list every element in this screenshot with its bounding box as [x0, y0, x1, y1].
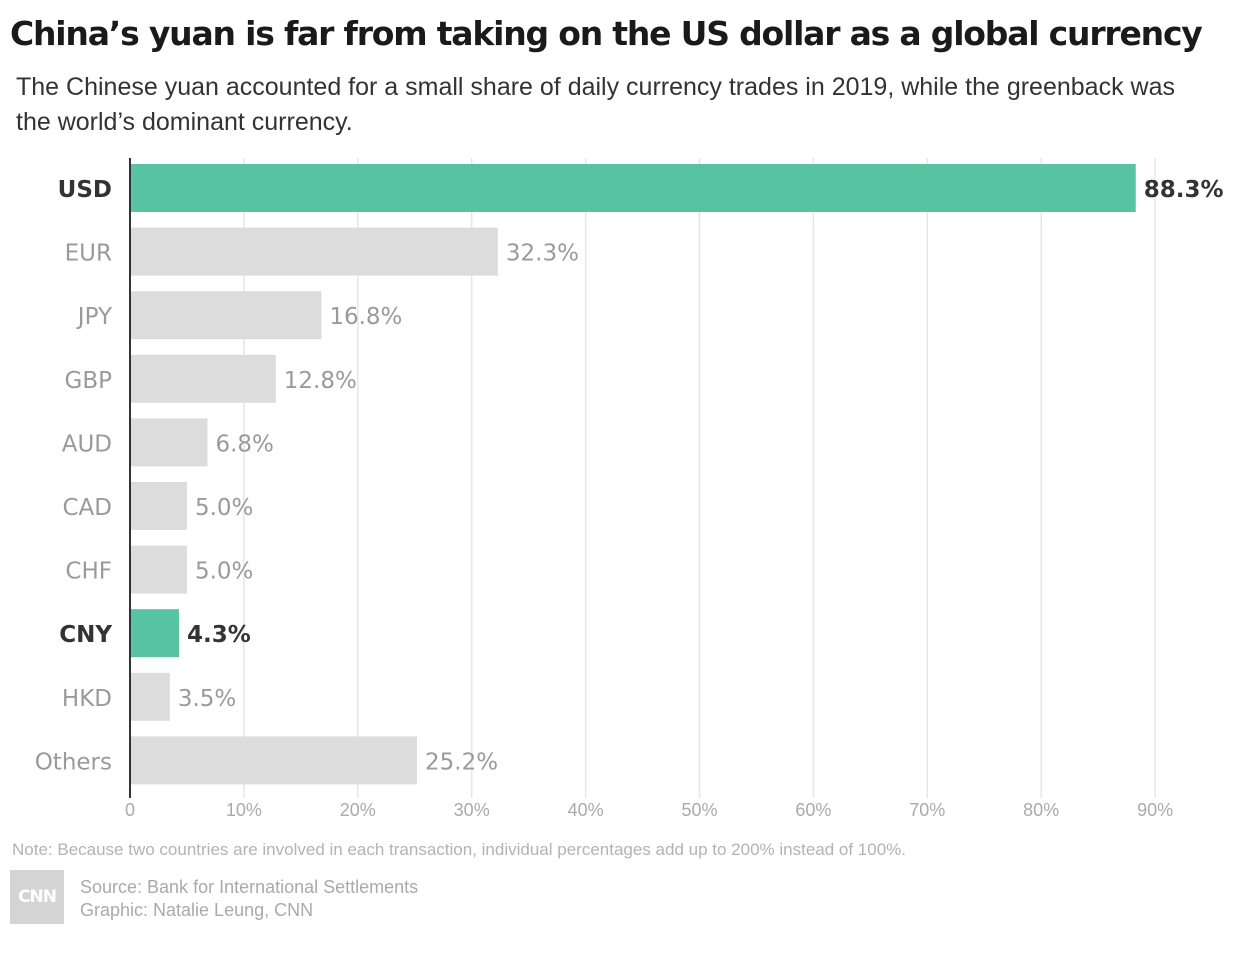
category-label-jpy: JPY — [76, 304, 113, 330]
x-tick-label: 70% — [909, 800, 945, 820]
x-tick-label: 90% — [1137, 800, 1173, 820]
value-label-gbp: 12.8% — [284, 368, 357, 394]
value-label-eur: 32.3% — [506, 241, 579, 267]
value-label-usd: 88.3% — [1144, 177, 1224, 203]
x-tick-label: 50% — [681, 800, 717, 820]
category-label-others: Others — [35, 749, 112, 775]
x-tick-label: 40% — [568, 800, 604, 820]
bar-others — [130, 736, 418, 785]
chart-title: China’s yuan is far from taking on the U… — [10, 14, 1203, 53]
category-label-usd: USD — [58, 177, 112, 203]
cnn-logo: CNN — [10, 870, 64, 924]
value-label-cad: 5.0% — [195, 495, 253, 521]
bar-jpy — [130, 291, 322, 340]
category-label-hkd: HKD — [62, 686, 112, 712]
axes: 0 10% 20% 30% 40% 50% 60% 70% 80% 90% — [125, 158, 1173, 820]
bar-eur — [130, 227, 498, 276]
bar-cad — [130, 482, 187, 530]
x-tick-label: 30% — [454, 800, 490, 820]
bar-aud — [130, 418, 208, 467]
x-tick-label: 80% — [1023, 800, 1059, 820]
bars: USD 88.3% EUR 32.3% JPY 16.8% GBP 12.8% AUD 6.8% C… — [35, 164, 1224, 785]
value-label-others: 25.2% — [425, 749, 498, 775]
value-label-chf: 5.0% — [195, 559, 253, 585]
category-label-cad: CAD — [62, 495, 112, 521]
category-label-gbp: GBP — [65, 368, 113, 394]
credits: Source: Bank for International Settlemen… — [80, 876, 418, 922]
x-tick-label: 10% — [226, 800, 262, 820]
footnote: Note: Because two countries are involved… — [12, 840, 907, 859]
chart-subtitle: The Chinese yuan accounted for a small s… — [16, 73, 1175, 136]
value-label-jpy: 16.8% — [329, 304, 402, 330]
x-tick-label: 20% — [340, 800, 376, 820]
bar-usd — [130, 164, 1136, 212]
bar-hkd — [130, 672, 170, 721]
category-label-chf: CHF — [65, 559, 112, 585]
category-label-aud: AUD — [62, 431, 112, 457]
x-tick-label: 60% — [795, 800, 831, 820]
source-text: Source: Bank for International Settlemen… — [80, 877, 419, 897]
category-label-eur: EUR — [65, 241, 112, 267]
x-tick-label: 0 — [125, 800, 135, 820]
bar-cny — [130, 609, 179, 658]
value-label-aud: 6.8% — [215, 431, 273, 457]
category-label-cny: CNY — [59, 622, 112, 648]
bar-chf — [130, 545, 187, 594]
graphic-credit: Graphic: Natalie Leung, CNN — [80, 900, 314, 920]
bar-gbp — [130, 354, 276, 403]
bar-chart: USD 88.3% EUR 32.3% JPY 16.8% GBP 12.8% AUD 6.8% C… — [35, 158, 1224, 820]
value-label-cny: 4.3% — [187, 622, 251, 648]
value-label-hkd: 3.5% — [178, 686, 236, 712]
